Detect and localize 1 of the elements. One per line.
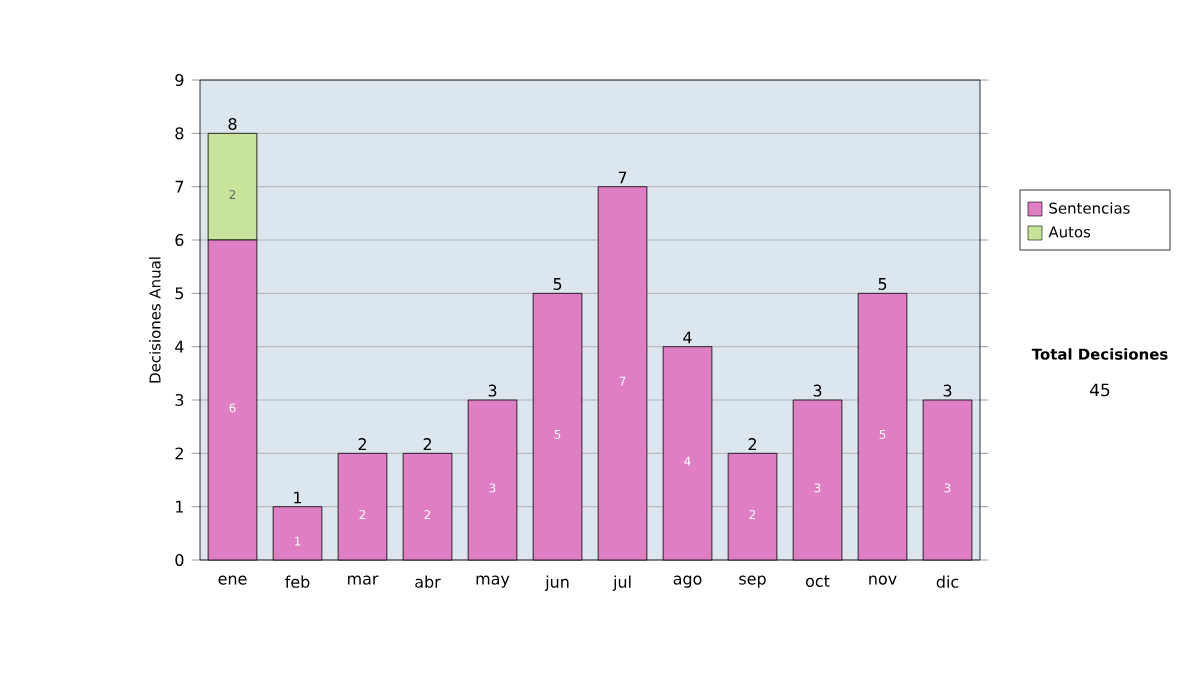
text: 45	[1090, 383, 1110, 397]
